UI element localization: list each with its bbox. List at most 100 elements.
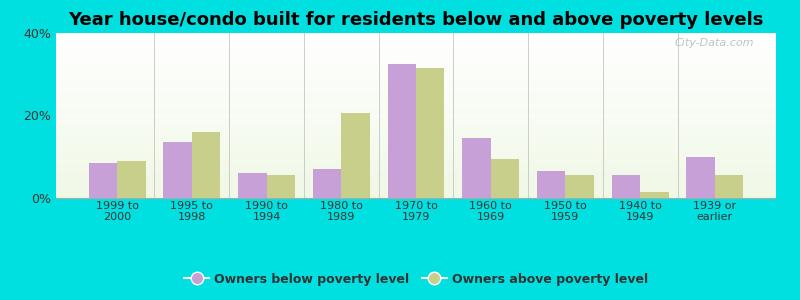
Bar	[56, 184, 776, 185]
Bar	[56, 61, 776, 62]
Bar	[56, 187, 776, 188]
Bar	[462, 138, 490, 198]
Bar	[56, 133, 776, 134]
Bar	[56, 40, 776, 41]
Bar	[56, 132, 776, 133]
Bar	[56, 115, 776, 116]
Bar	[56, 149, 776, 150]
Bar	[56, 42, 776, 43]
Bar	[566, 175, 594, 198]
Bar	[388, 64, 416, 198]
Bar	[56, 170, 776, 171]
Bar	[56, 196, 776, 197]
Bar	[56, 82, 776, 83]
Bar	[56, 119, 776, 120]
Bar	[56, 110, 776, 111]
Bar	[56, 152, 776, 153]
Bar	[56, 113, 776, 114]
Bar	[56, 194, 776, 195]
Text: City-Data.com: City-Data.com	[675, 38, 754, 48]
Bar	[56, 190, 776, 191]
Bar	[56, 143, 776, 144]
Bar	[56, 185, 776, 186]
Bar	[56, 107, 776, 108]
Bar	[56, 62, 776, 63]
Bar	[56, 150, 776, 151]
Bar	[56, 181, 776, 182]
Bar	[686, 157, 715, 198]
Bar	[56, 144, 776, 145]
Bar	[56, 186, 776, 187]
Bar	[56, 148, 776, 149]
Bar	[56, 179, 776, 180]
Bar	[56, 195, 776, 196]
Bar	[56, 48, 776, 49]
Bar	[56, 96, 776, 97]
Bar	[56, 154, 776, 155]
Bar	[56, 106, 776, 107]
Bar	[612, 175, 640, 198]
Bar	[56, 183, 776, 184]
Bar	[56, 120, 776, 121]
Bar	[56, 174, 776, 175]
Bar	[56, 35, 776, 36]
Bar	[56, 108, 776, 109]
Bar	[56, 135, 776, 136]
Bar	[56, 139, 776, 140]
Bar	[56, 124, 776, 125]
Bar	[56, 51, 776, 52]
Bar	[56, 182, 776, 183]
Bar	[56, 163, 776, 164]
Bar	[56, 112, 776, 113]
Bar	[56, 137, 776, 138]
Bar	[56, 160, 776, 161]
Bar	[56, 110, 776, 111]
Bar	[640, 192, 669, 198]
Bar	[56, 158, 776, 159]
Bar	[56, 177, 776, 178]
Bar	[56, 157, 776, 158]
Bar	[56, 95, 776, 96]
Bar	[56, 103, 776, 104]
Bar	[56, 180, 776, 181]
Bar	[56, 111, 776, 112]
Bar	[56, 151, 776, 152]
Bar	[56, 176, 776, 177]
Bar	[56, 116, 776, 117]
Bar	[56, 93, 776, 94]
Bar	[117, 161, 146, 198]
Bar	[56, 86, 776, 87]
Bar	[56, 191, 776, 192]
Bar	[56, 57, 776, 58]
Bar	[56, 192, 776, 193]
Bar	[56, 130, 776, 131]
Bar	[56, 147, 776, 148]
Bar	[56, 142, 776, 143]
Bar	[56, 83, 776, 84]
Bar	[56, 165, 776, 166]
Bar	[56, 45, 776, 46]
Bar	[56, 73, 776, 74]
Bar	[56, 105, 776, 106]
Bar	[56, 172, 776, 173]
Bar	[537, 171, 566, 198]
Bar	[56, 114, 776, 115]
Bar	[56, 43, 776, 44]
Bar	[56, 94, 776, 95]
Bar	[416, 68, 444, 198]
Bar	[56, 97, 776, 98]
Bar	[56, 79, 776, 80]
Bar	[56, 52, 776, 53]
Bar	[56, 50, 776, 51]
Bar	[56, 33, 776, 34]
Bar	[313, 169, 342, 198]
Bar	[56, 156, 776, 157]
Bar	[56, 88, 776, 89]
Bar	[56, 99, 776, 100]
Bar	[56, 131, 776, 132]
Bar	[56, 159, 776, 160]
Bar	[56, 145, 776, 146]
Bar	[56, 141, 776, 142]
Bar	[56, 69, 776, 70]
Bar	[56, 168, 776, 169]
